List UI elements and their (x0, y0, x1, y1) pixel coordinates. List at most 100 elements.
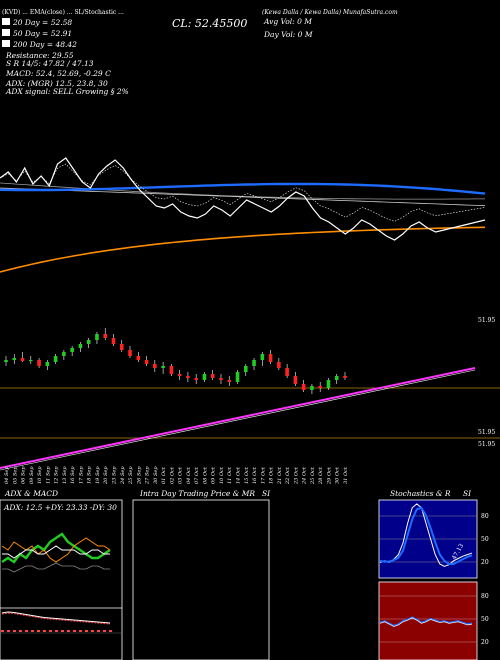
candle-body (103, 334, 108, 338)
intraday-frame (132, 499, 270, 660)
candle-body (4, 360, 8, 362)
candle-body (194, 378, 198, 380)
date-tick-label: 10 Sep (37, 466, 43, 484)
date-tick-label: 04 Sep (4, 466, 10, 484)
close-line (0, 157, 486, 241)
candle-body (219, 378, 223, 380)
rsi-line (379, 616, 473, 627)
candle-body (202, 374, 207, 380)
legend-resistance: Resistance: 29.55 (5, 51, 74, 60)
legend: 20 Day = 52.58 50 Day = 52.91 200 Day = … (2, 18, 129, 96)
macd-hist-bar (55, 630, 58, 632)
adx-values: ADX: 12.5 +DY: 23.33 -DY: 30 (3, 503, 117, 512)
candles (4, 328, 347, 394)
main-price-chart: 51.95 51.95 51.95 04 Sep 05 Sep 06 Sep 09 S… (0, 157, 500, 485)
date-tick-label: 14 Oct (236, 466, 242, 484)
legend-ema200-swatch (2, 40, 10, 47)
date-tick-label: 02 Oct (169, 466, 175, 484)
date-tick-label: 30 Oct (335, 466, 341, 484)
rsi-tick-80: 80 (481, 593, 489, 600)
candle-body (153, 364, 157, 368)
date-tick-label: 21 Oct (277, 466, 283, 485)
candle-body (45, 362, 50, 366)
date-tick-label: 04 Oct (186, 466, 192, 484)
date-tick-label: 31 Oct (343, 466, 349, 484)
candle-body (186, 376, 190, 378)
candle-body (95, 334, 99, 340)
legend-adx: ADX: (MGR) 12.5, 23.8, 30 (5, 79, 108, 88)
candle-body (293, 376, 298, 384)
date-tick-label: 08 Oct (202, 466, 208, 484)
date-tick-label: 24 Sep (120, 466, 126, 485)
date-tick-label: 18 Oct (269, 466, 275, 484)
rsi-lines (379, 616, 473, 627)
price-label-lower: 51.95 (478, 441, 495, 448)
macd-hist-bar (61, 630, 64, 632)
candle-body (78, 344, 83, 348)
candle-body (277, 362, 281, 368)
candle-body (136, 356, 141, 360)
date-tick-label: 17 Oct (260, 466, 266, 484)
avg-vol: Avg Vol: 0 M (263, 17, 312, 26)
date-tick-label: 20 Sep (103, 466, 109, 485)
date-tick-label: 01 Oct (161, 466, 167, 484)
candle-body (326, 380, 331, 388)
candle-body (53, 356, 58, 362)
date-tick-label: 10 Oct (219, 466, 225, 484)
date-tick-label: 28 Oct (318, 466, 324, 485)
date-tick-label: 17 Sep (78, 466, 84, 484)
legend-ema50: 50 Day = 52.91 (13, 29, 72, 38)
candle-body (252, 360, 256, 366)
stoch-tick-80: 80 (481, 513, 489, 520)
candle-body (37, 360, 41, 366)
candle-body (301, 384, 306, 390)
date-tick-label: 16 Sep (70, 466, 76, 484)
date-tick-label: 12 Sep (54, 466, 60, 484)
date-tick-label: 09 Oct (211, 466, 217, 484)
macd-hist-bar (1, 630, 4, 632)
macd-signal-line (1, 612, 111, 625)
candle-body (86, 340, 91, 344)
macd-hist-bar (7, 630, 10, 632)
macd-hist-bar (43, 630, 46, 632)
macd-hist-bar (67, 630, 70, 632)
ema200-line (0, 226, 486, 273)
header-top-line: (KVD) ... EMA(close) ... SL/Stochastic .… (2, 9, 124, 16)
candle-body (20, 358, 25, 361)
legend-macd: MACD: 52.4, 52.69, -0.29 C (5, 69, 111, 78)
close-label: CL: 52.45500 (172, 17, 247, 30)
stoch-k-line (379, 503, 473, 567)
candle-body (260, 354, 265, 360)
date-tick-label: 16 Oct (252, 466, 258, 484)
legend-stoch: S R 14/5: 47.82 / 47.13 (6, 59, 94, 68)
macd-lines (1, 611, 112, 632)
ema50-line (0, 187, 486, 207)
candle-body (111, 338, 116, 344)
stoch-si: SI (463, 489, 472, 498)
date-axis: 04 Sep 05 Sep 06 Sep 09 Sep 10 Sep 11 Sep 12 S… (4, 466, 349, 485)
date-tick-label: 26 Sep (136, 466, 142, 485)
macd-hist-bar (97, 630, 100, 632)
candle-body (343, 376, 347, 378)
candle-body (334, 376, 339, 380)
legend-ema20: 20 Day = 52.58 (12, 18, 72, 27)
candle-body (128, 350, 132, 356)
price-label-upper: 51.95 (478, 317, 495, 324)
adx-aux-line (2, 562, 110, 573)
date-tick-label: 15 Oct (244, 466, 250, 484)
date-tick-label: 27 Sep (145, 466, 151, 485)
candle-body (144, 360, 149, 364)
intraday-panel: Intra Day Trading Price & MR SI (132, 489, 271, 660)
date-tick-label: 29 Oct (326, 466, 332, 485)
stoch-tick-20: 20 (481, 559, 489, 566)
macd-hist-bar (79, 630, 82, 632)
date-tick-label: 03 Oct (178, 466, 184, 484)
macd-hist-bar (109, 630, 112, 632)
candle-body (318, 386, 322, 388)
macd-hist-bar (85, 630, 88, 632)
adx-lines (1, 532, 111, 573)
macd-hist-bar (25, 630, 28, 632)
candle-body (227, 380, 232, 382)
macd-hist-bar (19, 630, 22, 632)
ema20-line (0, 182, 486, 195)
